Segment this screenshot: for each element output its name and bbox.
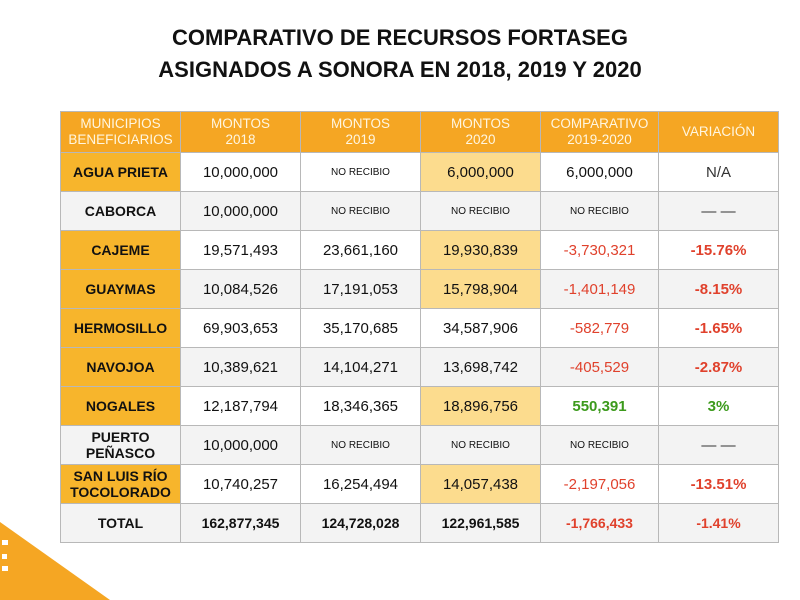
total-row: TOTAL 162,877,345 124,728,028 122,961,58… [60, 503, 779, 543]
amount-2020-cell: NO RECIBIO [420, 425, 541, 465]
amount-2018-cell: 10,389,621 [180, 347, 301, 387]
header-montos-2019: MONTOS 2019 [300, 111, 421, 153]
amount-2019-cell: 14,104,271 [300, 347, 421, 387]
table-row: PUERTO PEÑASCO 10,000,000 NO RECIBIO NO … [60, 425, 779, 465]
comparativo-cell: -3,730,321 [540, 230, 659, 270]
amount-2020-cell: 14,057,438 [420, 464, 541, 504]
amount-2019-cell: 17,191,053 [300, 269, 421, 309]
corner-mark [2, 566, 8, 571]
amount-2018-cell: 10,000,000 [180, 425, 301, 465]
amount-2018-cell: 69,903,653 [180, 308, 301, 348]
amount-2020-cell: 34,587,906 [420, 308, 541, 348]
corner-mark [2, 540, 8, 545]
amount-2020-cell: 13,698,742 [420, 347, 541, 387]
amount-2019-cell: NO RECIBIO [300, 152, 421, 192]
title-line-1: COMPARATIVO DE RECURSOS FORTASEG [172, 25, 628, 50]
amount-2018-cell: 10,740,257 [180, 464, 301, 504]
total-2019-cell: 124,728,028 [300, 503, 421, 543]
amount-2020-cell: 6,000,000 [420, 152, 541, 192]
amount-2018-cell: 12,187,794 [180, 386, 301, 426]
amount-2020-cell: 19,930,839 [420, 230, 541, 270]
comparativo-cell: -1,401,149 [540, 269, 659, 309]
total-comparativo-cell: -1,766,433 [540, 503, 659, 543]
amount-2020-cell: NO RECIBIO [420, 191, 541, 231]
table-row: HERMOSILLO 69,903,653 35,170,685 34,587,… [60, 308, 779, 348]
table-row: NOGALES 12,187,794 18,346,365 18,896,756… [60, 386, 779, 426]
amount-2019-cell: 18,346,365 [300, 386, 421, 426]
total-label-cell: TOTAL [60, 503, 181, 543]
comparativo-cell: -405,529 [540, 347, 659, 387]
table-row: AGUA PRIETA 10,000,000 NO RECIBIO 6,000,… [60, 152, 779, 192]
header-variacion: VARIACIÓN [658, 111, 779, 153]
amount-2019-cell: NO RECIBIO [300, 425, 421, 465]
municipio-cell: PUERTO PEÑASCO [60, 425, 181, 465]
variacion-cell: -15.76% [658, 230, 779, 270]
amount-2020-cell: 15,798,904 [420, 269, 541, 309]
page-title: COMPARATIVO DE RECURSOS FORTASEG ASIGNAD… [0, 22, 800, 86]
header-montos-2020: MONTOS 2020 [420, 111, 541, 153]
municipio-cell: CABORCA [60, 191, 181, 231]
municipio-cell: SAN LUIS RÍO TOCOLORADO [60, 464, 181, 504]
variacion-cell: — — [658, 425, 779, 465]
municipio-cell: GUAYMAS [60, 269, 181, 309]
amount-2020-cell: 18,896,756 [420, 386, 541, 426]
amount-2019-cell: 16,254,494 [300, 464, 421, 504]
corner-mark [2, 554, 7, 559]
table-row: CAJEME 19,571,493 23,661,160 19,930,839 … [60, 230, 779, 270]
variacion-cell: -1.65% [658, 308, 779, 348]
comparativo-cell: -2,197,056 [540, 464, 659, 504]
header-montos-2018: MONTOS 2018 [180, 111, 301, 153]
amount-2018-cell: 19,571,493 [180, 230, 301, 270]
comparativo-cell: 550,391 [540, 386, 659, 426]
header-municipios: MUNICIPIOS BENEFICIARIOS [60, 111, 181, 153]
amount-2019-cell: 35,170,685 [300, 308, 421, 348]
comparativo-cell: NO RECIBIO [540, 425, 659, 465]
municipio-cell: AGUA PRIETA [60, 152, 181, 192]
variacion-cell: — — [658, 191, 779, 231]
municipio-cell: NAVOJOA [60, 347, 181, 387]
table-row: CABORCA 10,000,000 NO RECIBIO NO RECIBIO… [60, 191, 779, 231]
comparativo-cell: NO RECIBIO [540, 191, 659, 231]
variacion-cell: -13.51% [658, 464, 779, 504]
header-comparativo: COMPARATIVO 2019-2020 [540, 111, 659, 153]
comparativo-cell: 6,000,000 [540, 152, 659, 192]
orange-corner-triangle [0, 522, 110, 600]
variacion-cell: -8.15% [658, 269, 779, 309]
fortaseg-comparison-table: MUNICIPIOS BENEFICIARIOS MONTOS 2018 MON… [60, 111, 779, 543]
variacion-cell: -2.87% [658, 347, 779, 387]
amount-2019-cell: NO RECIBIO [300, 191, 421, 231]
municipio-cell: NOGALES [60, 386, 181, 426]
amount-2018-cell: 10,000,000 [180, 152, 301, 192]
variacion-cell: 3% [658, 386, 779, 426]
variacion-cell: N/A [658, 152, 779, 192]
table-row: SAN LUIS RÍO TOCOLORADO 10,740,257 16,25… [60, 464, 779, 504]
header-row: MUNICIPIOS BENEFICIARIOS MONTOS 2018 MON… [60, 111, 779, 153]
total-2020-cell: 122,961,585 [420, 503, 541, 543]
table-row: NAVOJOA 10,389,621 14,104,271 13,698,742… [60, 347, 779, 387]
amount-2018-cell: 10,000,000 [180, 191, 301, 231]
amount-2018-cell: 10,084,526 [180, 269, 301, 309]
total-variacion-cell: -1.41% [658, 503, 779, 543]
comparativo-cell: -582,779 [540, 308, 659, 348]
title-line-2: ASIGNADOS A SONORA EN 2018, 2019 Y 2020 [158, 57, 642, 82]
decorative-corner-shape [0, 522, 110, 600]
total-2018-cell: 162,877,345 [180, 503, 301, 543]
amount-2019-cell: 23,661,160 [300, 230, 421, 270]
municipio-cell: HERMOSILLO [60, 308, 181, 348]
municipio-cell: CAJEME [60, 230, 181, 270]
table-row: GUAYMAS 10,084,526 17,191,053 15,798,904… [60, 269, 779, 309]
